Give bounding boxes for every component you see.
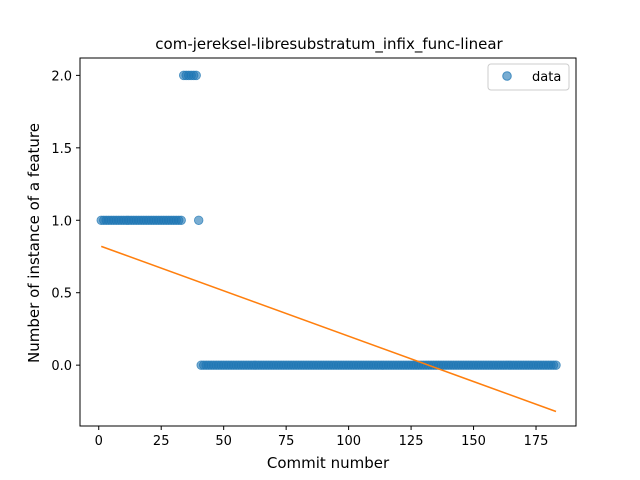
y-tick-label: 1.0 — [51, 214, 72, 229]
y-tick-label: 0.5 — [51, 287, 72, 302]
y-tick-label: 0.0 — [51, 359, 72, 374]
x-tick-label: 150 — [461, 434, 486, 449]
fit-line — [100, 245, 557, 413]
axes-frame — [79, 57, 577, 427]
x-tick-label: 100 — [336, 434, 361, 449]
data-point — [551, 360, 561, 370]
x-axis-label: Commit number — [267, 454, 390, 472]
y-tick-label: 1.5 — [51, 142, 72, 157]
data-point — [191, 70, 201, 81]
x-tick-label: 25 — [153, 434, 170, 449]
legend: data — [487, 63, 570, 91]
legend-label-data: data — [532, 70, 561, 85]
data-point — [193, 215, 204, 225]
data-point — [176, 215, 186, 225]
x-tick-label: 75 — [278, 434, 295, 449]
plot-area — [96, 70, 561, 413]
y-axis-label: Number of instance of a feature — [25, 123, 43, 363]
x-axis-ticks: 0 25 50 75 100 125 150 175 — [95, 426, 549, 449]
x-tick-label: 175 — [524, 434, 549, 449]
y-tick-label: 2.0 — [51, 69, 72, 84]
chart-title: com-jereksel-libresubstratum_infix_func-… — [155, 35, 503, 54]
legend-marker-data — [502, 71, 512, 81]
x-tick-label: 0 — [95, 434, 103, 449]
x-tick-label: 125 — [399, 434, 424, 449]
legend-box — [487, 63, 570, 91]
y-axis-ticks: 0.0 0.5 1.0 1.5 2.0 — [51, 69, 80, 374]
x-tick-label: 50 — [215, 434, 232, 449]
